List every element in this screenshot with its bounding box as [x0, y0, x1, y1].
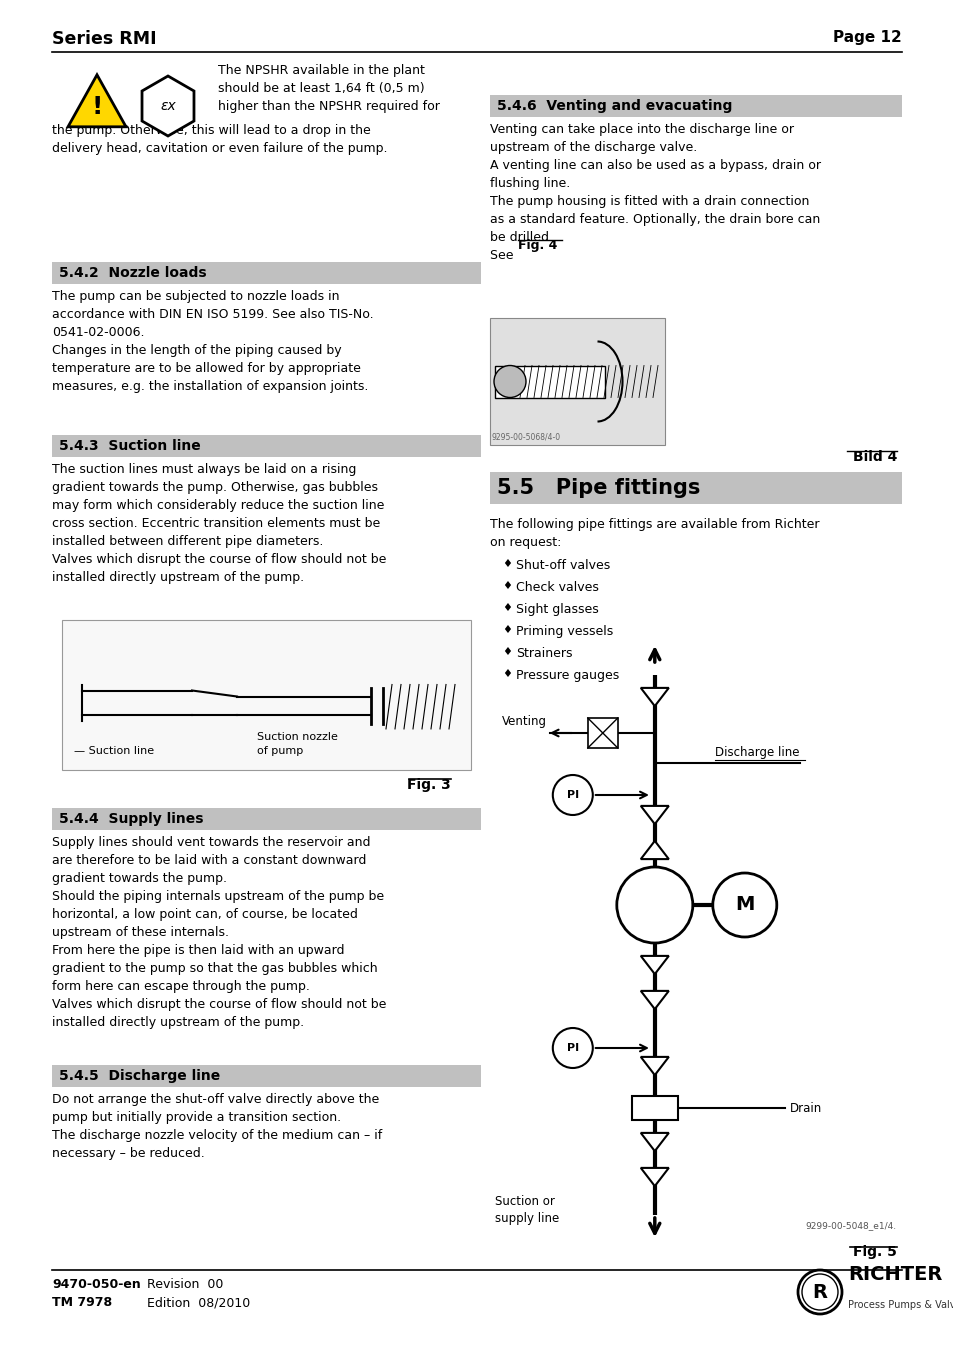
- Text: The following pipe fittings are available from Richter
on request:: The following pipe fittings are availabl…: [490, 517, 819, 549]
- Text: M: M: [735, 896, 754, 915]
- Text: ♦: ♦: [501, 581, 512, 590]
- Text: PI: PI: [566, 790, 578, 800]
- FancyBboxPatch shape: [52, 1065, 480, 1088]
- Text: 5.4.5  Discharge line: 5.4.5 Discharge line: [59, 1069, 220, 1084]
- Text: Venting: Venting: [501, 715, 546, 728]
- Polygon shape: [640, 1133, 668, 1151]
- FancyBboxPatch shape: [490, 95, 901, 118]
- Text: The suction lines must always be laid on a rising
gradient towards the pump. Oth: The suction lines must always be laid on…: [52, 463, 386, 584]
- Text: Suction or
supply line: Suction or supply line: [495, 1196, 558, 1225]
- Text: Shut-off valves: Shut-off valves: [516, 559, 610, 571]
- Circle shape: [552, 1028, 592, 1069]
- Text: RICHTER: RICHTER: [847, 1265, 942, 1283]
- Circle shape: [712, 873, 776, 938]
- Text: Sight glasses: Sight glasses: [516, 603, 598, 616]
- Text: Drain: Drain: [789, 1101, 821, 1115]
- Text: Pressure gauges: Pressure gauges: [516, 669, 618, 682]
- Polygon shape: [640, 688, 668, 707]
- Text: ♦: ♦: [501, 626, 512, 635]
- Circle shape: [552, 775, 592, 815]
- Text: εx: εx: [160, 99, 175, 113]
- Text: 9295-00-5068/4-0: 9295-00-5068/4-0: [492, 434, 560, 442]
- Text: Strainers: Strainers: [516, 647, 572, 661]
- Text: Revision  00: Revision 00: [147, 1278, 223, 1292]
- FancyBboxPatch shape: [631, 1096, 677, 1120]
- Text: ♦: ♦: [501, 669, 512, 680]
- Text: 5.4.6  Venting and evacuating: 5.4.6 Venting and evacuating: [497, 99, 732, 113]
- Text: Process Pumps & Valves: Process Pumps & Valves: [847, 1300, 953, 1310]
- FancyBboxPatch shape: [52, 808, 480, 830]
- Polygon shape: [640, 840, 668, 859]
- Polygon shape: [640, 1167, 668, 1186]
- Circle shape: [617, 867, 692, 943]
- Text: — Suction line: — Suction line: [74, 746, 154, 757]
- Circle shape: [801, 1274, 837, 1310]
- Text: Fig. 4: Fig. 4: [517, 239, 557, 253]
- Text: 5.4.4  Supply lines: 5.4.4 Supply lines: [59, 812, 203, 825]
- Text: Fig. 5: Fig. 5: [852, 1246, 896, 1259]
- Text: The pump can be subjected to nozzle loads in
accordance with DIN EN ISO 5199. Se: The pump can be subjected to nozzle load…: [52, 290, 374, 393]
- Polygon shape: [68, 74, 126, 127]
- Text: 9470-050-en: 9470-050-en: [52, 1278, 141, 1292]
- Text: Do not arrange the shut-off valve directly above the
pump but initially provide : Do not arrange the shut-off valve direct…: [52, 1093, 382, 1161]
- Text: Edition  08/2010: Edition 08/2010: [147, 1296, 250, 1309]
- Text: ♦: ♦: [501, 603, 512, 613]
- Text: 5.4.3  Suction line: 5.4.3 Suction line: [59, 439, 200, 453]
- Text: Discharge line: Discharge line: [714, 746, 799, 759]
- FancyBboxPatch shape: [52, 435, 480, 457]
- Text: 5.4.2  Nozzle loads: 5.4.2 Nozzle loads: [59, 266, 207, 280]
- Text: !: !: [91, 95, 103, 119]
- Polygon shape: [142, 76, 193, 136]
- Text: Check valves: Check valves: [516, 581, 598, 594]
- FancyBboxPatch shape: [490, 317, 664, 444]
- Text: ♦: ♦: [501, 559, 512, 569]
- Text: Suction nozzle: Suction nozzle: [256, 732, 337, 742]
- Text: Fig. 3: Fig. 3: [407, 778, 451, 792]
- Text: Priming vessels: Priming vessels: [516, 626, 613, 638]
- Polygon shape: [640, 1056, 668, 1075]
- FancyBboxPatch shape: [495, 366, 604, 397]
- Text: 5.5   Pipe fittings: 5.5 Pipe fittings: [497, 478, 700, 499]
- Text: the pump. Otherwise, this will lead to a drop in the
delivery head, cavitation o: the pump. Otherwise, this will lead to a…: [52, 124, 387, 155]
- FancyBboxPatch shape: [62, 620, 471, 770]
- Circle shape: [797, 1270, 841, 1315]
- Text: ♦: ♦: [501, 647, 512, 657]
- Circle shape: [494, 366, 525, 397]
- Polygon shape: [640, 957, 668, 974]
- Text: 9299-00-5048_e1/4.: 9299-00-5048_e1/4.: [805, 1221, 896, 1229]
- Text: of pump: of pump: [256, 746, 303, 757]
- FancyBboxPatch shape: [490, 471, 901, 504]
- Text: Venting can take place into the discharge line or
upstream of the discharge valv: Venting can take place into the discharg…: [490, 123, 821, 262]
- FancyBboxPatch shape: [587, 717, 618, 748]
- Text: Series RMI: Series RMI: [52, 30, 156, 49]
- Polygon shape: [640, 990, 668, 1009]
- Text: R: R: [812, 1282, 826, 1301]
- Text: The NPSHR available in the plant
should be at least 1,64 ft (0,5 m)
higher than : The NPSHR available in the plant should …: [218, 63, 439, 113]
- Text: Page 12: Page 12: [832, 30, 901, 45]
- Text: PI: PI: [566, 1043, 578, 1052]
- FancyBboxPatch shape: [52, 262, 480, 284]
- Text: Supply lines should vent towards the reservoir and
are therefore to be laid with: Supply lines should vent towards the res…: [52, 836, 386, 1029]
- Text: TM 7978: TM 7978: [52, 1296, 112, 1309]
- Polygon shape: [640, 807, 668, 824]
- Text: Bild 4: Bild 4: [852, 450, 896, 463]
